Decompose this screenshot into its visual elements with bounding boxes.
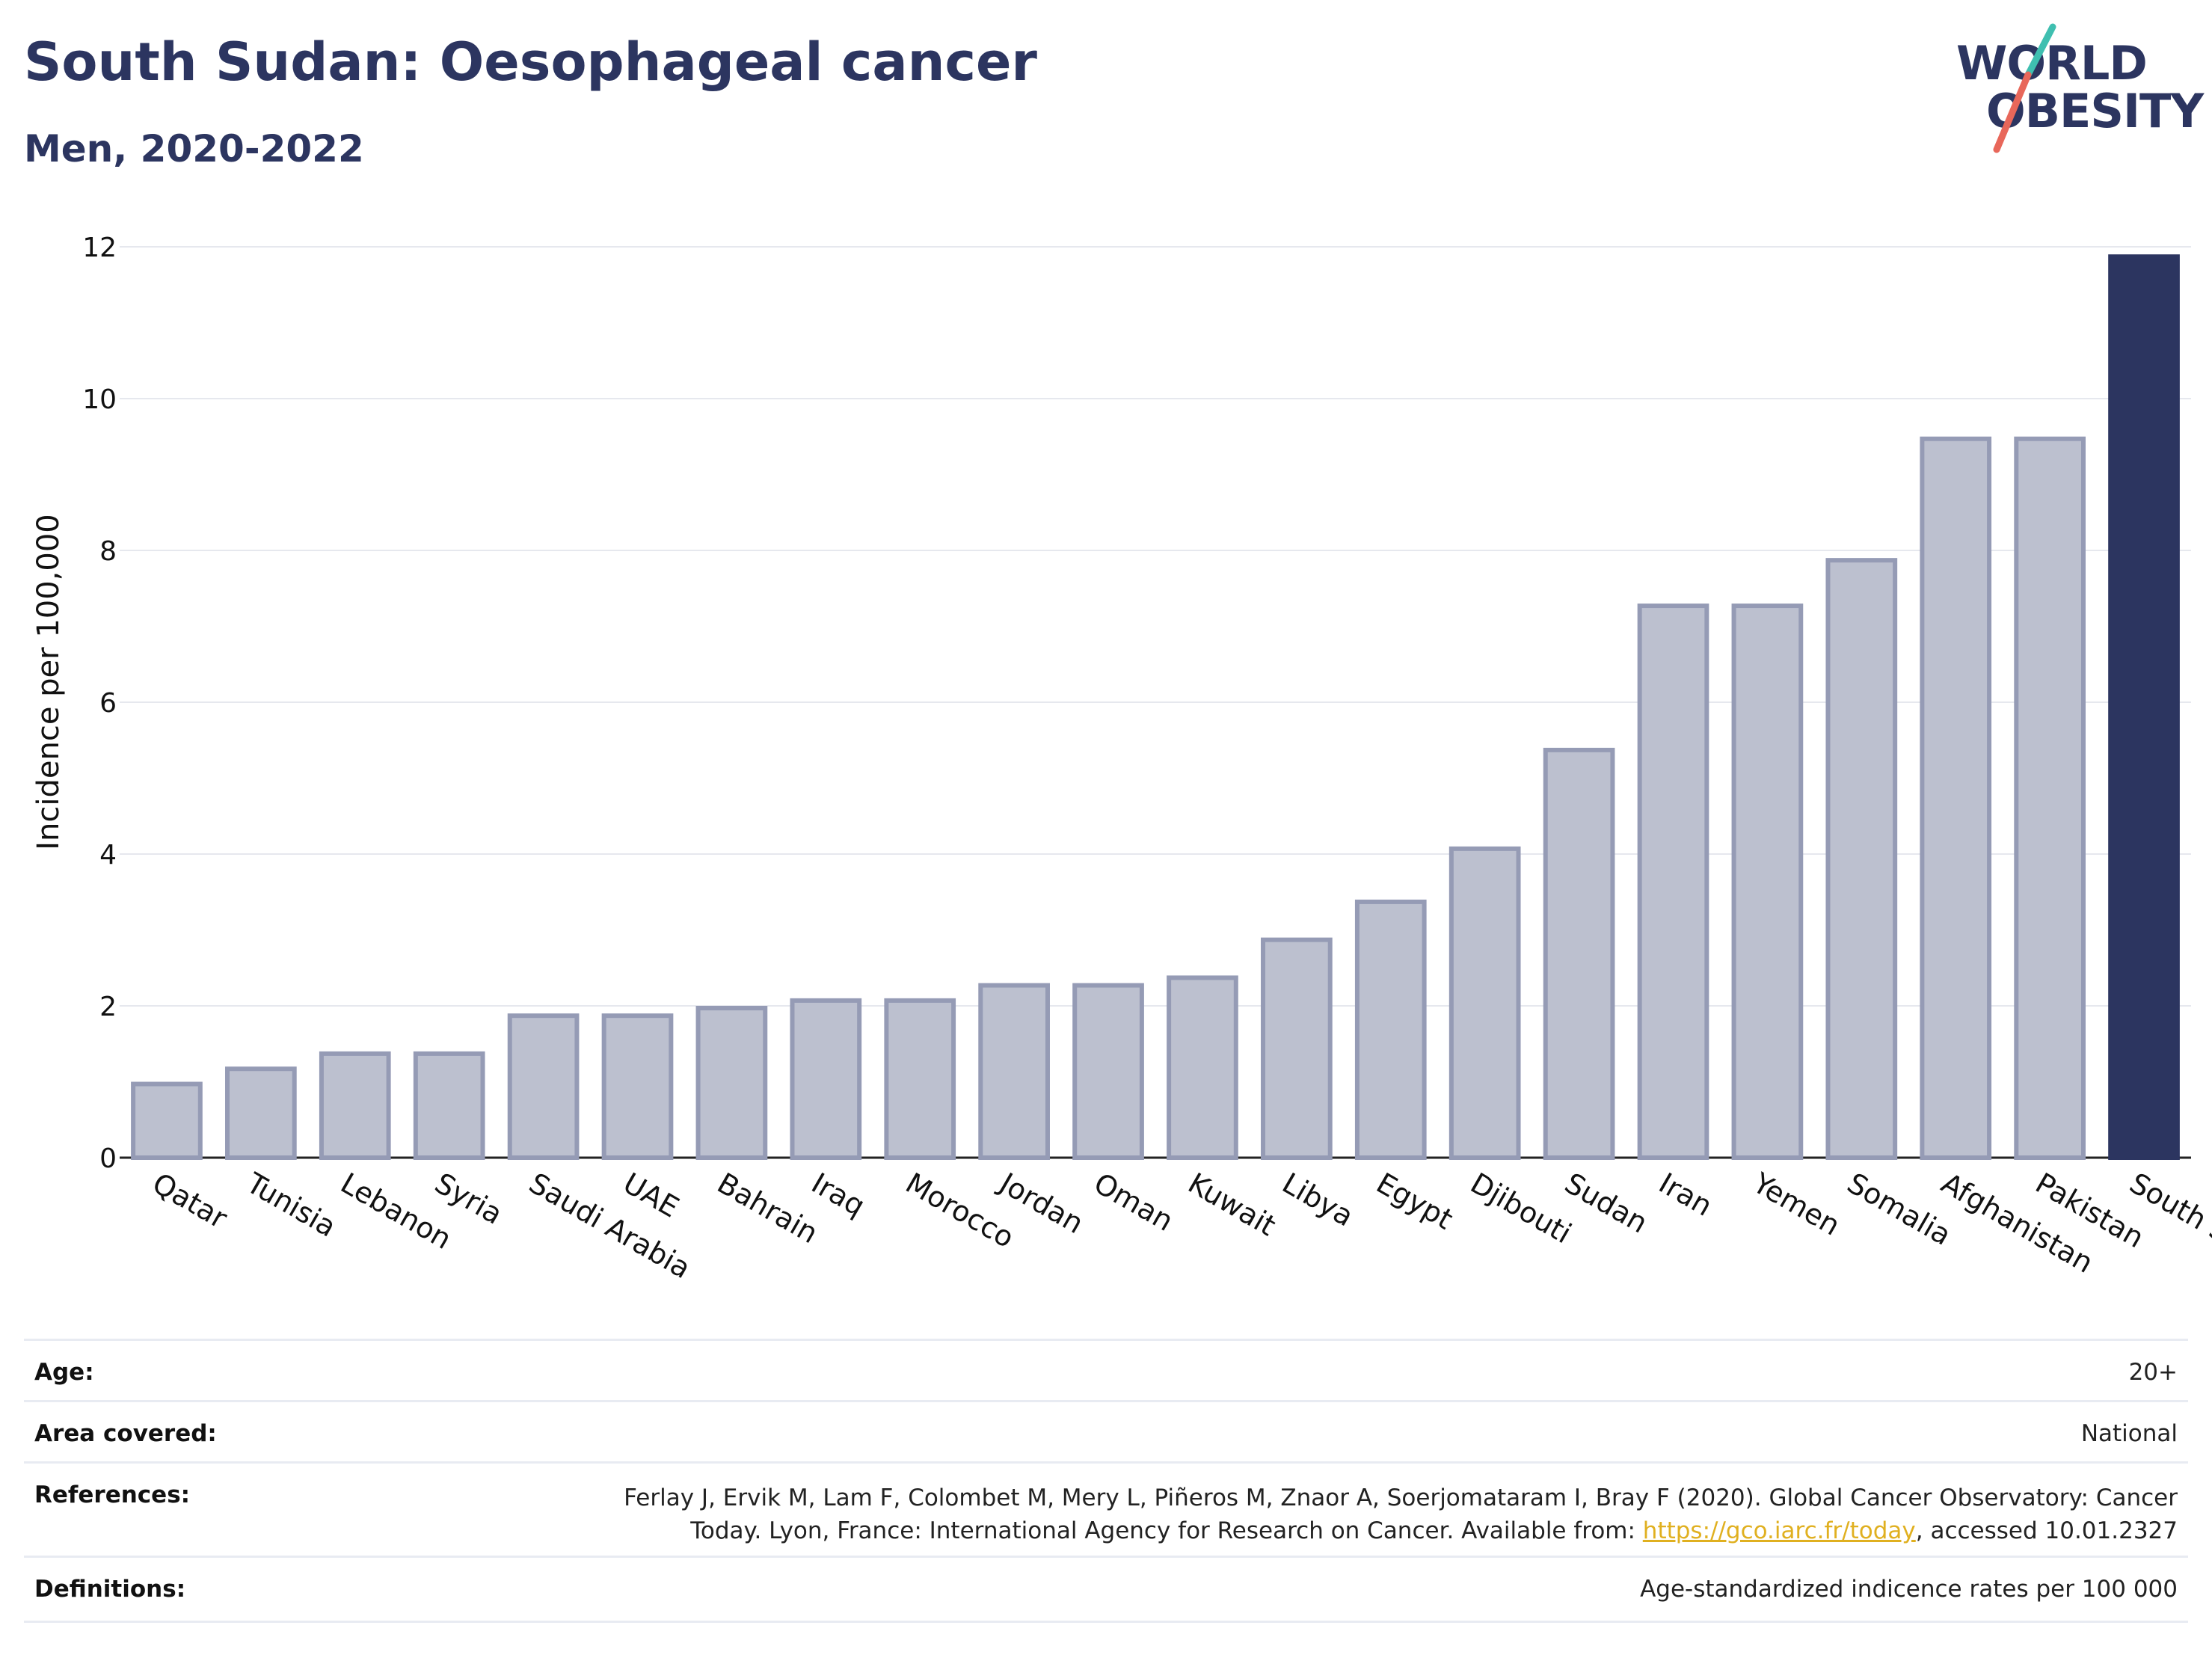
x-tick-label: Oman xyxy=(1089,1167,1179,1238)
chart-subtitle: Men, 2020-2022 xyxy=(24,127,364,171)
world-obesity-logo: WORLD OBESITY xyxy=(1952,22,2206,157)
bar-libya xyxy=(1261,937,1333,1161)
references-link[interactable]: https://gco.iarc.fr/today xyxy=(1642,1517,1916,1544)
logo-slash-teal xyxy=(2024,23,2056,79)
logo-line-1: WORLD xyxy=(1956,36,2148,90)
bar-kuwait xyxy=(1167,975,1238,1161)
x-tick-label: Iran xyxy=(1653,1167,1718,1223)
x-tick-label: Libya xyxy=(1276,1167,1359,1233)
x-tick-label: Yemen xyxy=(1747,1166,1846,1242)
bar-egypt xyxy=(1354,899,1427,1161)
bar-afghanistan xyxy=(1920,436,1992,1160)
bar-sudan xyxy=(1543,747,1615,1160)
x-tick-label: Egypt xyxy=(1371,1167,1458,1236)
bar-iran xyxy=(1637,604,1709,1160)
x-tick-label: Saudi Arabia xyxy=(523,1167,696,1286)
x-tick-label: Kuwait xyxy=(1182,1167,1281,1243)
age-value: 20+ xyxy=(2128,1359,2178,1386)
x-tick-label: Qatar xyxy=(147,1167,233,1235)
bar-morocco xyxy=(884,998,956,1160)
definitions-label: Definitions: xyxy=(34,1576,186,1603)
references-line-1: Ferlay J, Ervik M, Lam F, Colombet M, Me… xyxy=(624,1484,2178,1511)
x-tick-label: Sudan xyxy=(1559,1167,1653,1240)
bar-bahrain xyxy=(695,1006,768,1160)
bar-iraq xyxy=(790,998,862,1160)
x-tick-label: Somalia xyxy=(1842,1167,1957,1252)
meta-row-area: Area covered: National xyxy=(24,1400,2188,1464)
x-tick-label: Tunisia xyxy=(240,1166,341,1244)
references-line-2-tail: , accessed 10.01.2327 xyxy=(1915,1517,2178,1544)
x-tick-label: UAE xyxy=(618,1167,684,1224)
area-value: National xyxy=(2080,1420,2178,1447)
references-value: Ferlay J, Ervik M, Lam F, Colombet M, Me… xyxy=(624,1481,2178,1547)
bar-lebanon xyxy=(319,1051,391,1161)
x-tick-label: Djibouti xyxy=(1465,1167,1577,1250)
y-tick-label: 4 xyxy=(99,840,117,871)
bar-uae xyxy=(601,1013,674,1161)
x-tick-label: Bahrain xyxy=(712,1167,823,1250)
definitions-value: Age-standardized indicence rates per 100… xyxy=(1640,1576,2178,1603)
y-tick-label: 12 xyxy=(82,233,117,263)
meta-row-definitions: Definitions: Age-standardized indicence … xyxy=(24,1556,2188,1623)
meta-row-age: Age: 20+ xyxy=(24,1339,2188,1402)
bar-qatar xyxy=(131,1081,203,1160)
area-label: Area covered: xyxy=(34,1420,217,1447)
bars xyxy=(131,254,2180,1161)
x-tick-label: Morocco xyxy=(900,1167,1020,1255)
y-tick-label: 10 xyxy=(82,384,117,415)
bar-pakistan xyxy=(2014,436,2086,1160)
y-tick-label: 0 xyxy=(99,1143,117,1174)
y-tick-label: 2 xyxy=(99,992,117,1022)
y-tick-label: 8 xyxy=(99,536,117,567)
references-line-2-text: Today. Lyon, France: International Agenc… xyxy=(690,1517,1643,1544)
bar-tunisia xyxy=(225,1066,297,1160)
bar-djibouti xyxy=(1448,846,1521,1160)
bar-syria xyxy=(413,1051,485,1161)
bar-saudi-arabia xyxy=(507,1013,580,1161)
bar-yemen xyxy=(1731,604,1804,1160)
bar-oman xyxy=(1072,983,1144,1161)
y-axis-label: Incidence per 100,000 xyxy=(31,514,66,850)
bar-somalia xyxy=(1825,558,1898,1160)
y-tick-label: 6 xyxy=(99,688,117,719)
chart-title: South Sudan: Oesophageal cancer xyxy=(24,31,1037,93)
meta-row-references: References: Ferlay J, Ervik M, Lam F, Co… xyxy=(24,1461,2188,1558)
logo-slash-coral xyxy=(1993,71,2032,153)
bar-south-sudan xyxy=(2108,254,2180,1160)
bar-jordan xyxy=(978,983,1050,1161)
references-line-2: Today. Lyon, France: International Agenc… xyxy=(624,1514,2178,1547)
y-axis-ticks: 0 2 4 6 8 10 12 xyxy=(82,233,117,1174)
x-tick-label: Iraq xyxy=(806,1167,870,1223)
age-label: Age: xyxy=(34,1359,94,1386)
logo-slash-icon xyxy=(1993,23,2056,153)
references-label: References: xyxy=(34,1481,191,1508)
